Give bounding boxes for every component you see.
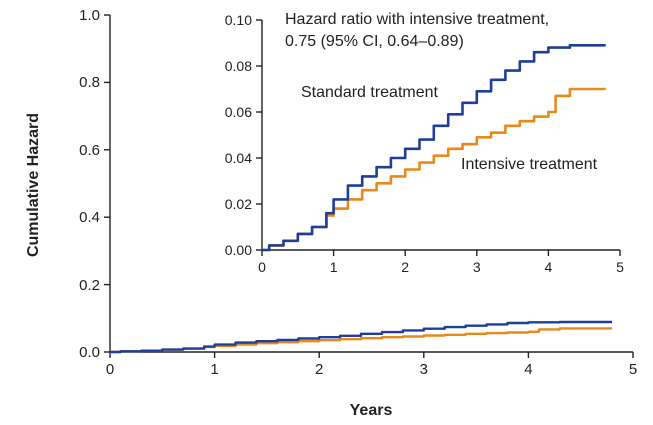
inset-x-tick-label: 0 [258, 259, 266, 275]
main-y-tick-label: 1.0 [79, 7, 100, 24]
main-x-tick-label: 1 [210, 361, 218, 378]
main-x-tick-label: 0 [106, 361, 114, 378]
hazard-ratio-annotation-line1: Hazard ratio with intensive treatment, [285, 11, 549, 28]
inset-y-tick-label: 0.02 [225, 196, 252, 212]
standard-treatment-label: Standard treatment [301, 84, 439, 101]
inset-y-tick-labels: 0.00 0.02 0.04 0.06 0.08 0.10 [225, 12, 252, 258]
y-axis-title: Cumulative Hazard [25, 113, 42, 257]
inset-x-tick-labels: 0 1 2 3 4 5 [258, 259, 624, 275]
main-series [110, 320, 613, 354]
inset-y-tick-label: 0.08 [225, 58, 252, 74]
inset-x-tick-label: 3 [473, 259, 481, 275]
inset-x-tick-label: 5 [616, 259, 624, 275]
main-x-tick-label: 3 [420, 361, 428, 378]
main-y-tick-label: 0.6 [79, 142, 100, 159]
inset-x-tick-label: 2 [401, 259, 409, 275]
inset-y-tick-label: 0.04 [225, 150, 252, 166]
main-x-tick-label: 4 [524, 361, 532, 378]
main-ticks [104, 14, 634, 358]
main-y-tick-label: 0.2 [79, 277, 100, 294]
inset-x-tick-label: 1 [330, 259, 338, 275]
inset-series [262, 43, 606, 252]
x-axis-title: Years [350, 402, 393, 419]
inset-y-tick-label: 0.06 [225, 104, 252, 120]
main-y-tick-label: 0.4 [79, 209, 100, 226]
main-x-tick-labels: 0 1 2 3 4 5 [106, 361, 637, 378]
inset-axes [261, 20, 620, 251]
inset-x-tick-label: 4 [545, 259, 553, 275]
inset-standard-line [262, 43, 606, 252]
main-axes [109, 15, 633, 353]
inset-ticks [256, 19, 621, 256]
main-y-tick-label: 0.8 [79, 74, 100, 91]
main-x-tick-label: 5 [629, 361, 637, 378]
intensive-treatment-label: Intensive treatment [461, 156, 598, 173]
main-y-tick-labels: 0.0 0.2 0.4 0.6 0.8 1.0 [79, 7, 100, 361]
main-standard-line [110, 320, 613, 354]
inset-y-tick-label: 0.10 [225, 12, 252, 28]
main-x-tick-label: 2 [315, 361, 323, 378]
hazard-ratio-annotation-line2: 0.75 (95% CI, 0.64–0.89) [285, 33, 464, 50]
inset-y-tick-label: 0.00 [225, 242, 252, 258]
main-y-tick-label: 0.0 [79, 344, 100, 361]
